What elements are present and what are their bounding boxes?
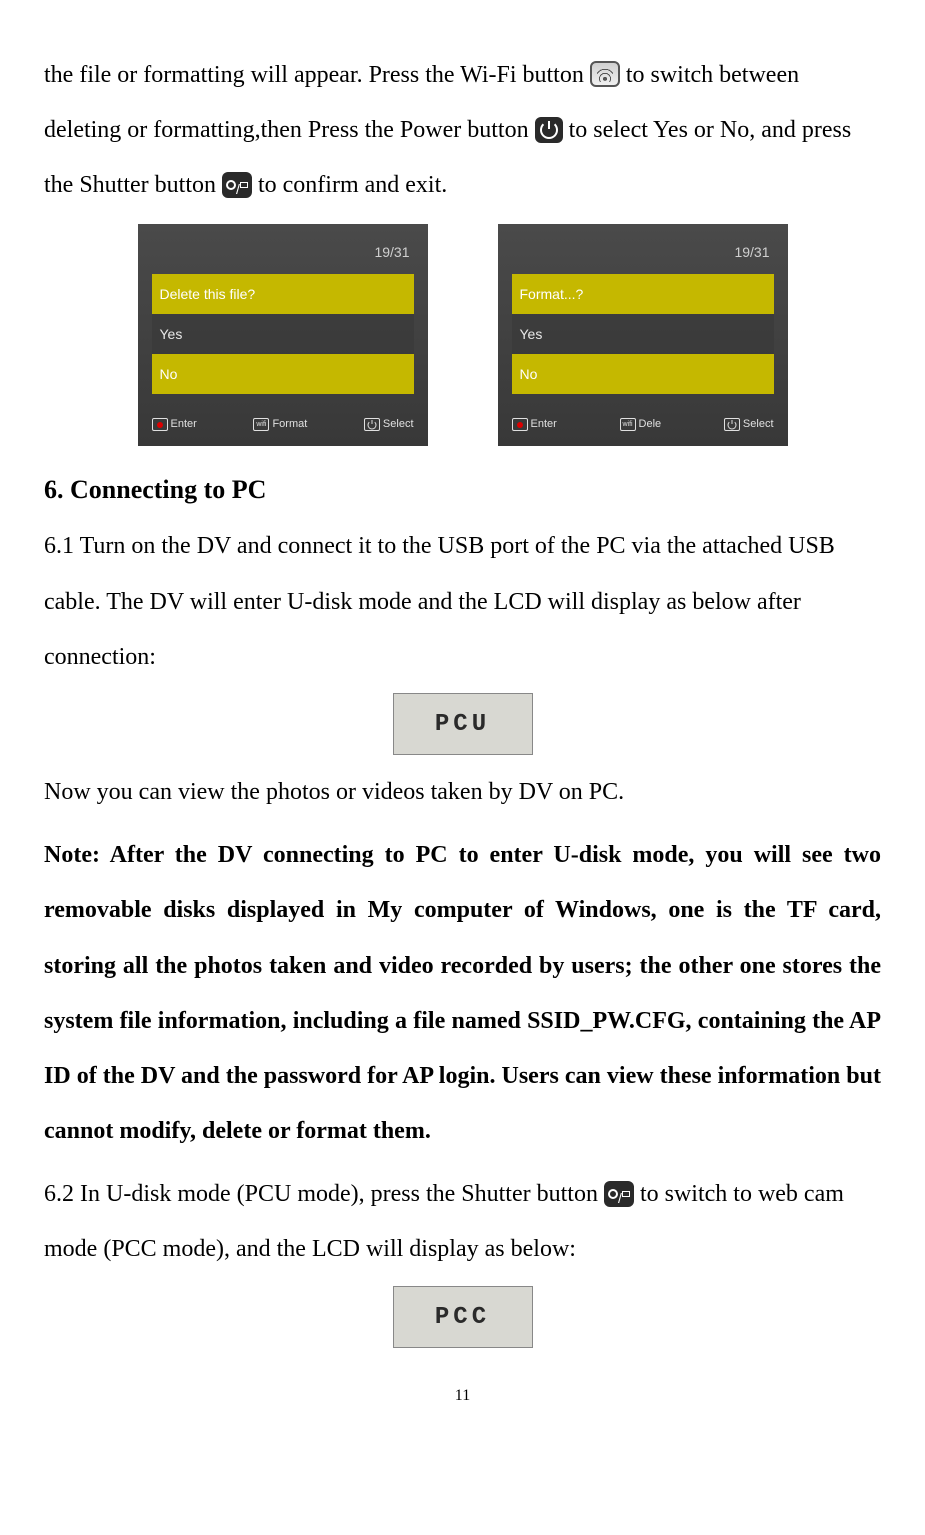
enter-hint: Enter — [512, 412, 557, 437]
wifi-hint-icon — [253, 418, 269, 431]
format-title: Format...? — [512, 274, 774, 314]
delete-title: Delete this file? — [152, 274, 414, 314]
wifi-hint-icon — [620, 418, 636, 431]
dv-screenshots: 19/31 Delete this file? Yes No Enter For… — [44, 224, 881, 446]
select-hint: Select — [724, 412, 774, 437]
p62-seg1: 6.2 In U-disk mode (PCU mode), press the… — [44, 1181, 598, 1207]
lcd-pcu: PCU — [393, 693, 533, 755]
no-option: No — [152, 354, 414, 394]
power-hint-icon — [724, 418, 740, 431]
no-option: No — [512, 354, 774, 394]
para-now-view: Now you can view the photos or videos ta… — [44, 765, 881, 820]
intro-seg1: the file or formatting will appear. Pres… — [44, 62, 584, 88]
shutter-icon — [222, 172, 252, 198]
page-number: 11 — [44, 1378, 881, 1415]
format-hint: Format — [253, 412, 307, 437]
select-hint: Select — [364, 412, 414, 437]
note-paragraph: Note: After the DV connecting to PC to e… — [44, 828, 881, 1159]
rec-icon — [512, 418, 528, 431]
dv-screen-format: 19/31 Format...? Yes No Enter Dele Selec… — [498, 224, 788, 446]
para-6-1: 6.1 Turn on the DV and connect it to the… — [44, 519, 881, 685]
enter-hint: Enter — [152, 412, 197, 437]
dv-screen-delete: 19/31 Delete this file? Yes No Enter For… — [138, 224, 428, 446]
para-6-2: 6.2 In U-disk mode (PCU mode), press the… — [44, 1167, 881, 1277]
power-hint-icon — [364, 418, 380, 431]
intro-seg4: to confirm and exit. — [258, 172, 447, 198]
counter: 19/31 — [510, 234, 776, 274]
intro-paragraph: the file or formatting will appear. Pres… — [44, 48, 881, 214]
dele-hint: Dele — [620, 412, 662, 437]
power-icon — [535, 117, 563, 143]
yes-option: Yes — [152, 314, 414, 354]
wifi-icon — [590, 61, 620, 87]
heading-6: 6. Connecting to PC — [44, 460, 881, 520]
shutter-icon — [604, 1181, 634, 1207]
lcd-pcc: PCC — [393, 1286, 533, 1348]
yes-option: Yes — [512, 314, 774, 354]
counter: 19/31 — [150, 234, 416, 274]
rec-icon — [152, 418, 168, 431]
